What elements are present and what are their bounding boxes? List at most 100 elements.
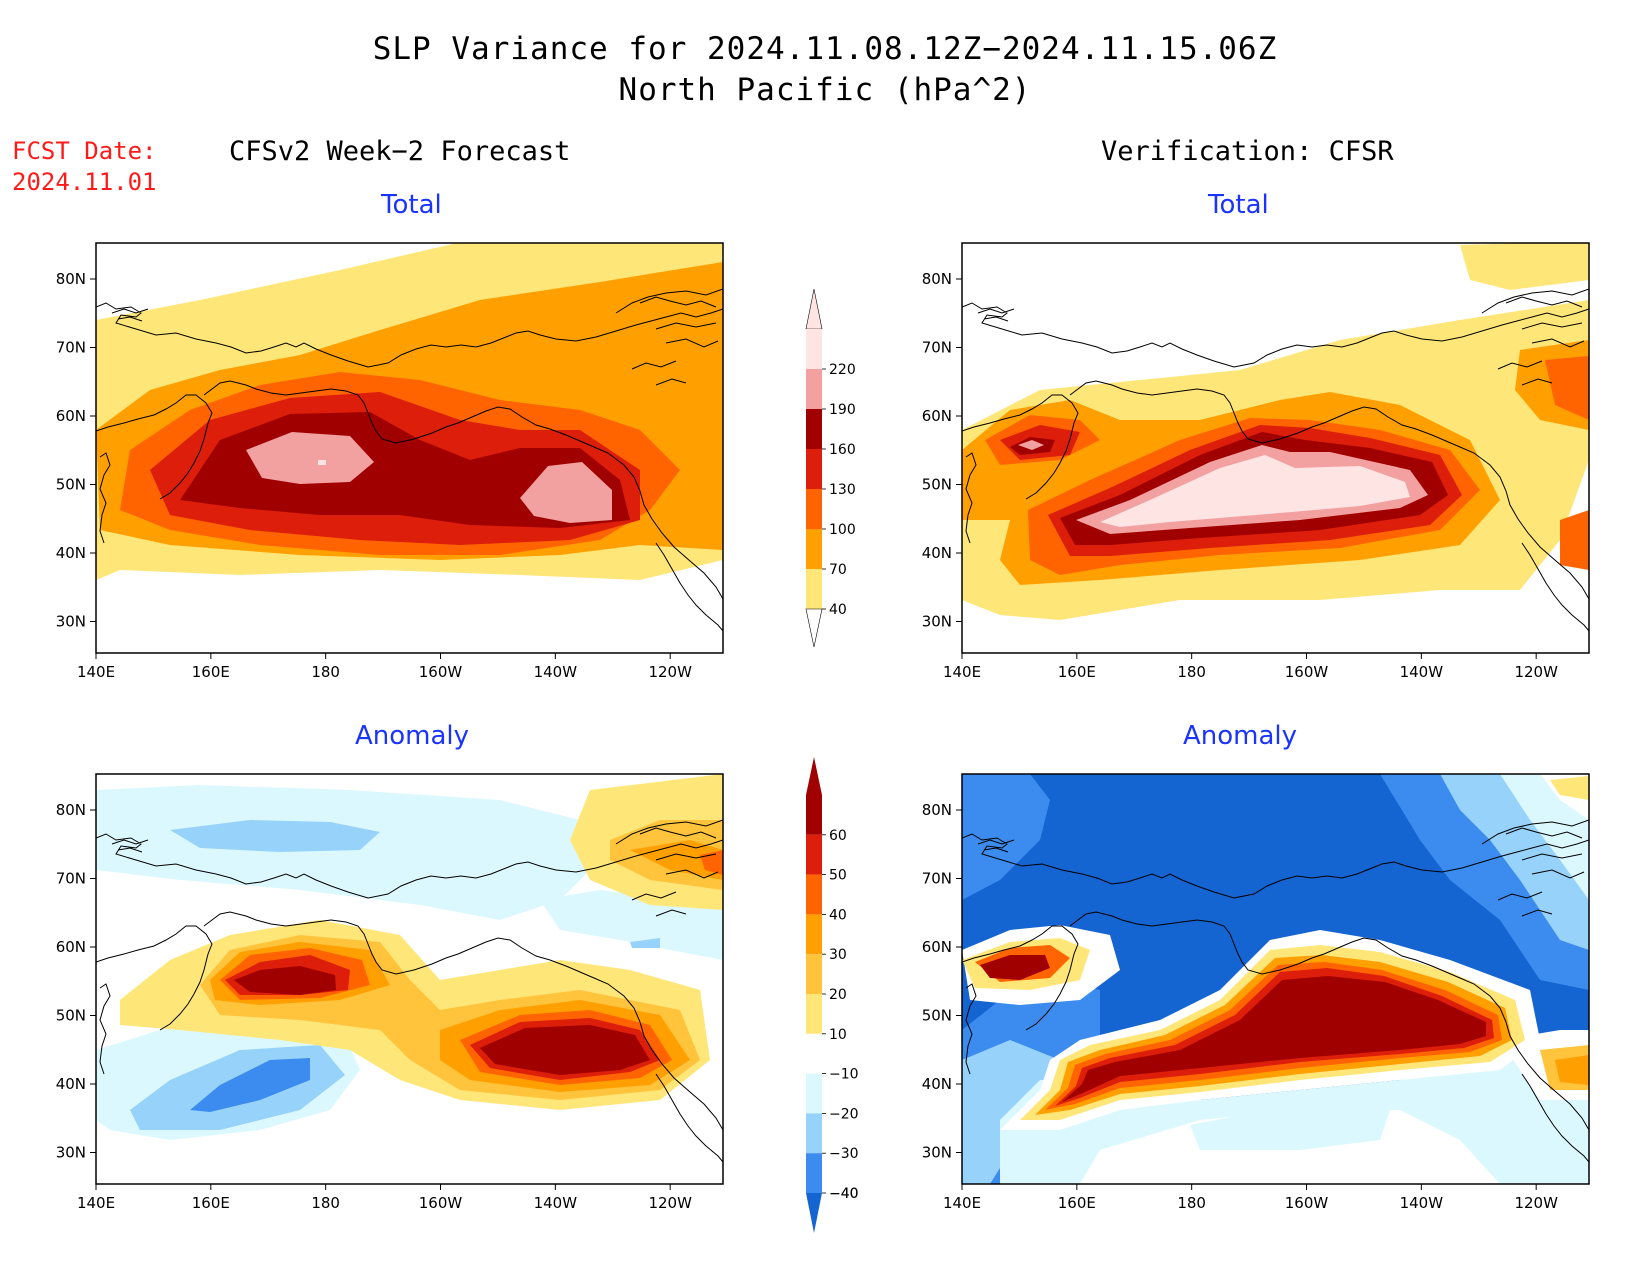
colorbar-top-arrow — [806, 757, 822, 795]
x-tick-label: 180 — [311, 1194, 340, 1212]
colorbar-label: 40 — [829, 602, 847, 618]
x-tick-label: 160E — [1058, 663, 1096, 681]
y-tick-label: 70N — [922, 870, 952, 888]
y-tick-label: 50N — [56, 1007, 86, 1025]
colorbar-swatch — [806, 834, 822, 875]
y-tick-label: 30N — [56, 613, 86, 631]
verification-anomaly-subtitle: Anomaly — [1183, 721, 1298, 751]
x-tick-label: 140W — [1400, 663, 1444, 681]
colorbar-label: 220 — [829, 362, 856, 378]
y-tick-label: 60N — [56, 938, 86, 956]
x-tick-label: 160W — [1285, 1194, 1329, 1212]
colorbar-swatch — [806, 489, 822, 529]
y-tick-label: 70N — [56, 339, 86, 357]
verification-total-map — [961, 242, 1590, 654]
forecast-column-title: CFSv2 Week−2 Forecast — [229, 136, 571, 167]
y-tick-label: 80N — [922, 801, 952, 819]
y-tick-label: 30N — [56, 1144, 86, 1162]
colorbar-label: 70 — [829, 562, 847, 578]
forecast-total-subtitle: Total — [381, 190, 442, 220]
colorbar-label: 60 — [829, 828, 847, 844]
y-tick-label: 50N — [56, 476, 86, 494]
y-tick-label: 40N — [56, 1075, 86, 1093]
colorbar-label: 20 — [829, 987, 847, 1003]
colorbar-swatch — [806, 795, 822, 835]
colorbar-label: −10 — [829, 1067, 859, 1083]
total-colorbar: 220 190 160 130 100 70 40 — [805, 288, 856, 648]
colorbar-label: 190 — [829, 402, 856, 418]
verification-anomaly-map — [961, 773, 1590, 1185]
colorbar-swatch — [806, 914, 822, 955]
colorbar-swatch — [806, 369, 822, 409]
colorbar-top-arrow — [805, 288, 823, 330]
colorbar-label: 40 — [829, 907, 847, 923]
colorbar-bottom-arrow — [805, 608, 823, 648]
y-tick-label: 30N — [922, 613, 952, 631]
colorbar-swatch — [806, 569, 822, 609]
x-tick-label: 140W — [534, 1194, 578, 1212]
y-tick-label: 80N — [56, 801, 86, 819]
colorbar-label: 10 — [829, 1027, 847, 1043]
y-tick-label: 70N — [922, 339, 952, 357]
map-axes: 140E 160E 180 160W 140W 120W 80N 70N 60N 50N 40N 30… — [56, 270, 1558, 1212]
colorbar-swatch — [806, 1073, 822, 1114]
main-subtitle: North Pacific (hPa^2) — [618, 72, 1032, 108]
colorbar-label: −30 — [829, 1146, 859, 1162]
y-tick-label: 40N — [56, 544, 86, 562]
y-tick-label: 60N — [922, 938, 952, 956]
x-tick-label: 160W — [1285, 663, 1329, 681]
x-tick-label: 160W — [419, 1194, 463, 1212]
colorbar-swatch — [806, 954, 822, 994]
colorbar-swatch — [806, 1033, 822, 1074]
colorbar-bottom-arrow — [806, 1193, 822, 1233]
colorbar-label: −20 — [829, 1106, 859, 1122]
verification-total-subtitle: Total — [1208, 190, 1269, 220]
main-title: SLP Variance for 2024.11.08.12Z−2024.11.… — [372, 31, 1278, 67]
x-tick-label: 180 — [1177, 1194, 1206, 1212]
colorbar-label: 100 — [829, 522, 856, 538]
x-tick-label: 160W — [419, 663, 463, 681]
colorbar-swatch — [806, 994, 822, 1034]
colorbar-swatch — [806, 449, 822, 489]
x-tick-label: 120W — [648, 1194, 692, 1212]
x-tick-label: 140E — [943, 663, 981, 681]
colorbar-swatch — [806, 329, 822, 369]
fcst-date-label: FCST Date: — [12, 137, 157, 165]
colorbar-label: 130 — [829, 482, 856, 498]
y-tick-label: 40N — [922, 544, 952, 562]
y-tick-label: 50N — [922, 476, 952, 494]
colorbar-swatch — [806, 529, 822, 569]
verification-column-title: Verification: CFSR — [1101, 136, 1394, 167]
colorbar-swatch — [806, 409, 822, 449]
colorbar-swatch — [806, 874, 822, 915]
colorbar-label: 50 — [829, 868, 847, 884]
y-tick-label: 60N — [56, 407, 86, 425]
colorbar-label: −40 — [829, 1186, 859, 1202]
forecast-anomaly-map — [95, 773, 724, 1185]
colorbar-swatch — [806, 1113, 822, 1154]
x-tick-label: 160E — [192, 663, 230, 681]
x-tick-label: 160E — [192, 1194, 230, 1212]
y-tick-label: 50N — [922, 1007, 952, 1025]
forecast-total-map — [95, 242, 724, 654]
y-tick-label: 80N — [922, 270, 952, 288]
fcst-date-value: 2024.11.01 — [12, 168, 157, 196]
y-tick-label: 30N — [922, 1144, 952, 1162]
y-tick-label: 40N — [922, 1075, 952, 1093]
x-tick-label: 140E — [943, 1194, 981, 1212]
colorbar-swatch — [806, 1153, 822, 1193]
x-tick-label: 180 — [1177, 663, 1206, 681]
x-tick-label: 140E — [77, 1194, 115, 1212]
x-tick-label: 140W — [534, 663, 578, 681]
x-tick-label: 140E — [77, 663, 115, 681]
y-tick-label: 80N — [56, 270, 86, 288]
x-tick-label: 180 — [311, 663, 340, 681]
x-tick-label: 120W — [1514, 1194, 1558, 1212]
x-tick-label: 160E — [1058, 1194, 1096, 1212]
colorbar-label: −40 — [829, 1186, 859, 1202]
colorbar-label: 30 — [829, 947, 847, 963]
y-tick-label: 70N — [56, 870, 86, 888]
x-tick-label: 120W — [1514, 663, 1558, 681]
